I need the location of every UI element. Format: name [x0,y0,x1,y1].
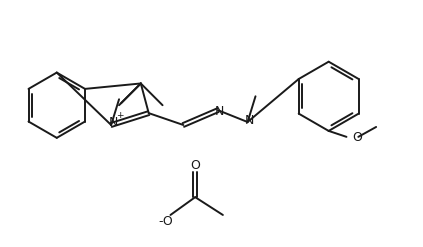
Text: N: N [215,105,225,118]
Text: -O: -O [158,215,173,228]
Text: O: O [190,159,200,172]
Text: O: O [352,131,362,144]
Text: N: N [245,114,254,126]
Text: N: N [108,116,118,128]
Text: +: + [116,111,124,120]
